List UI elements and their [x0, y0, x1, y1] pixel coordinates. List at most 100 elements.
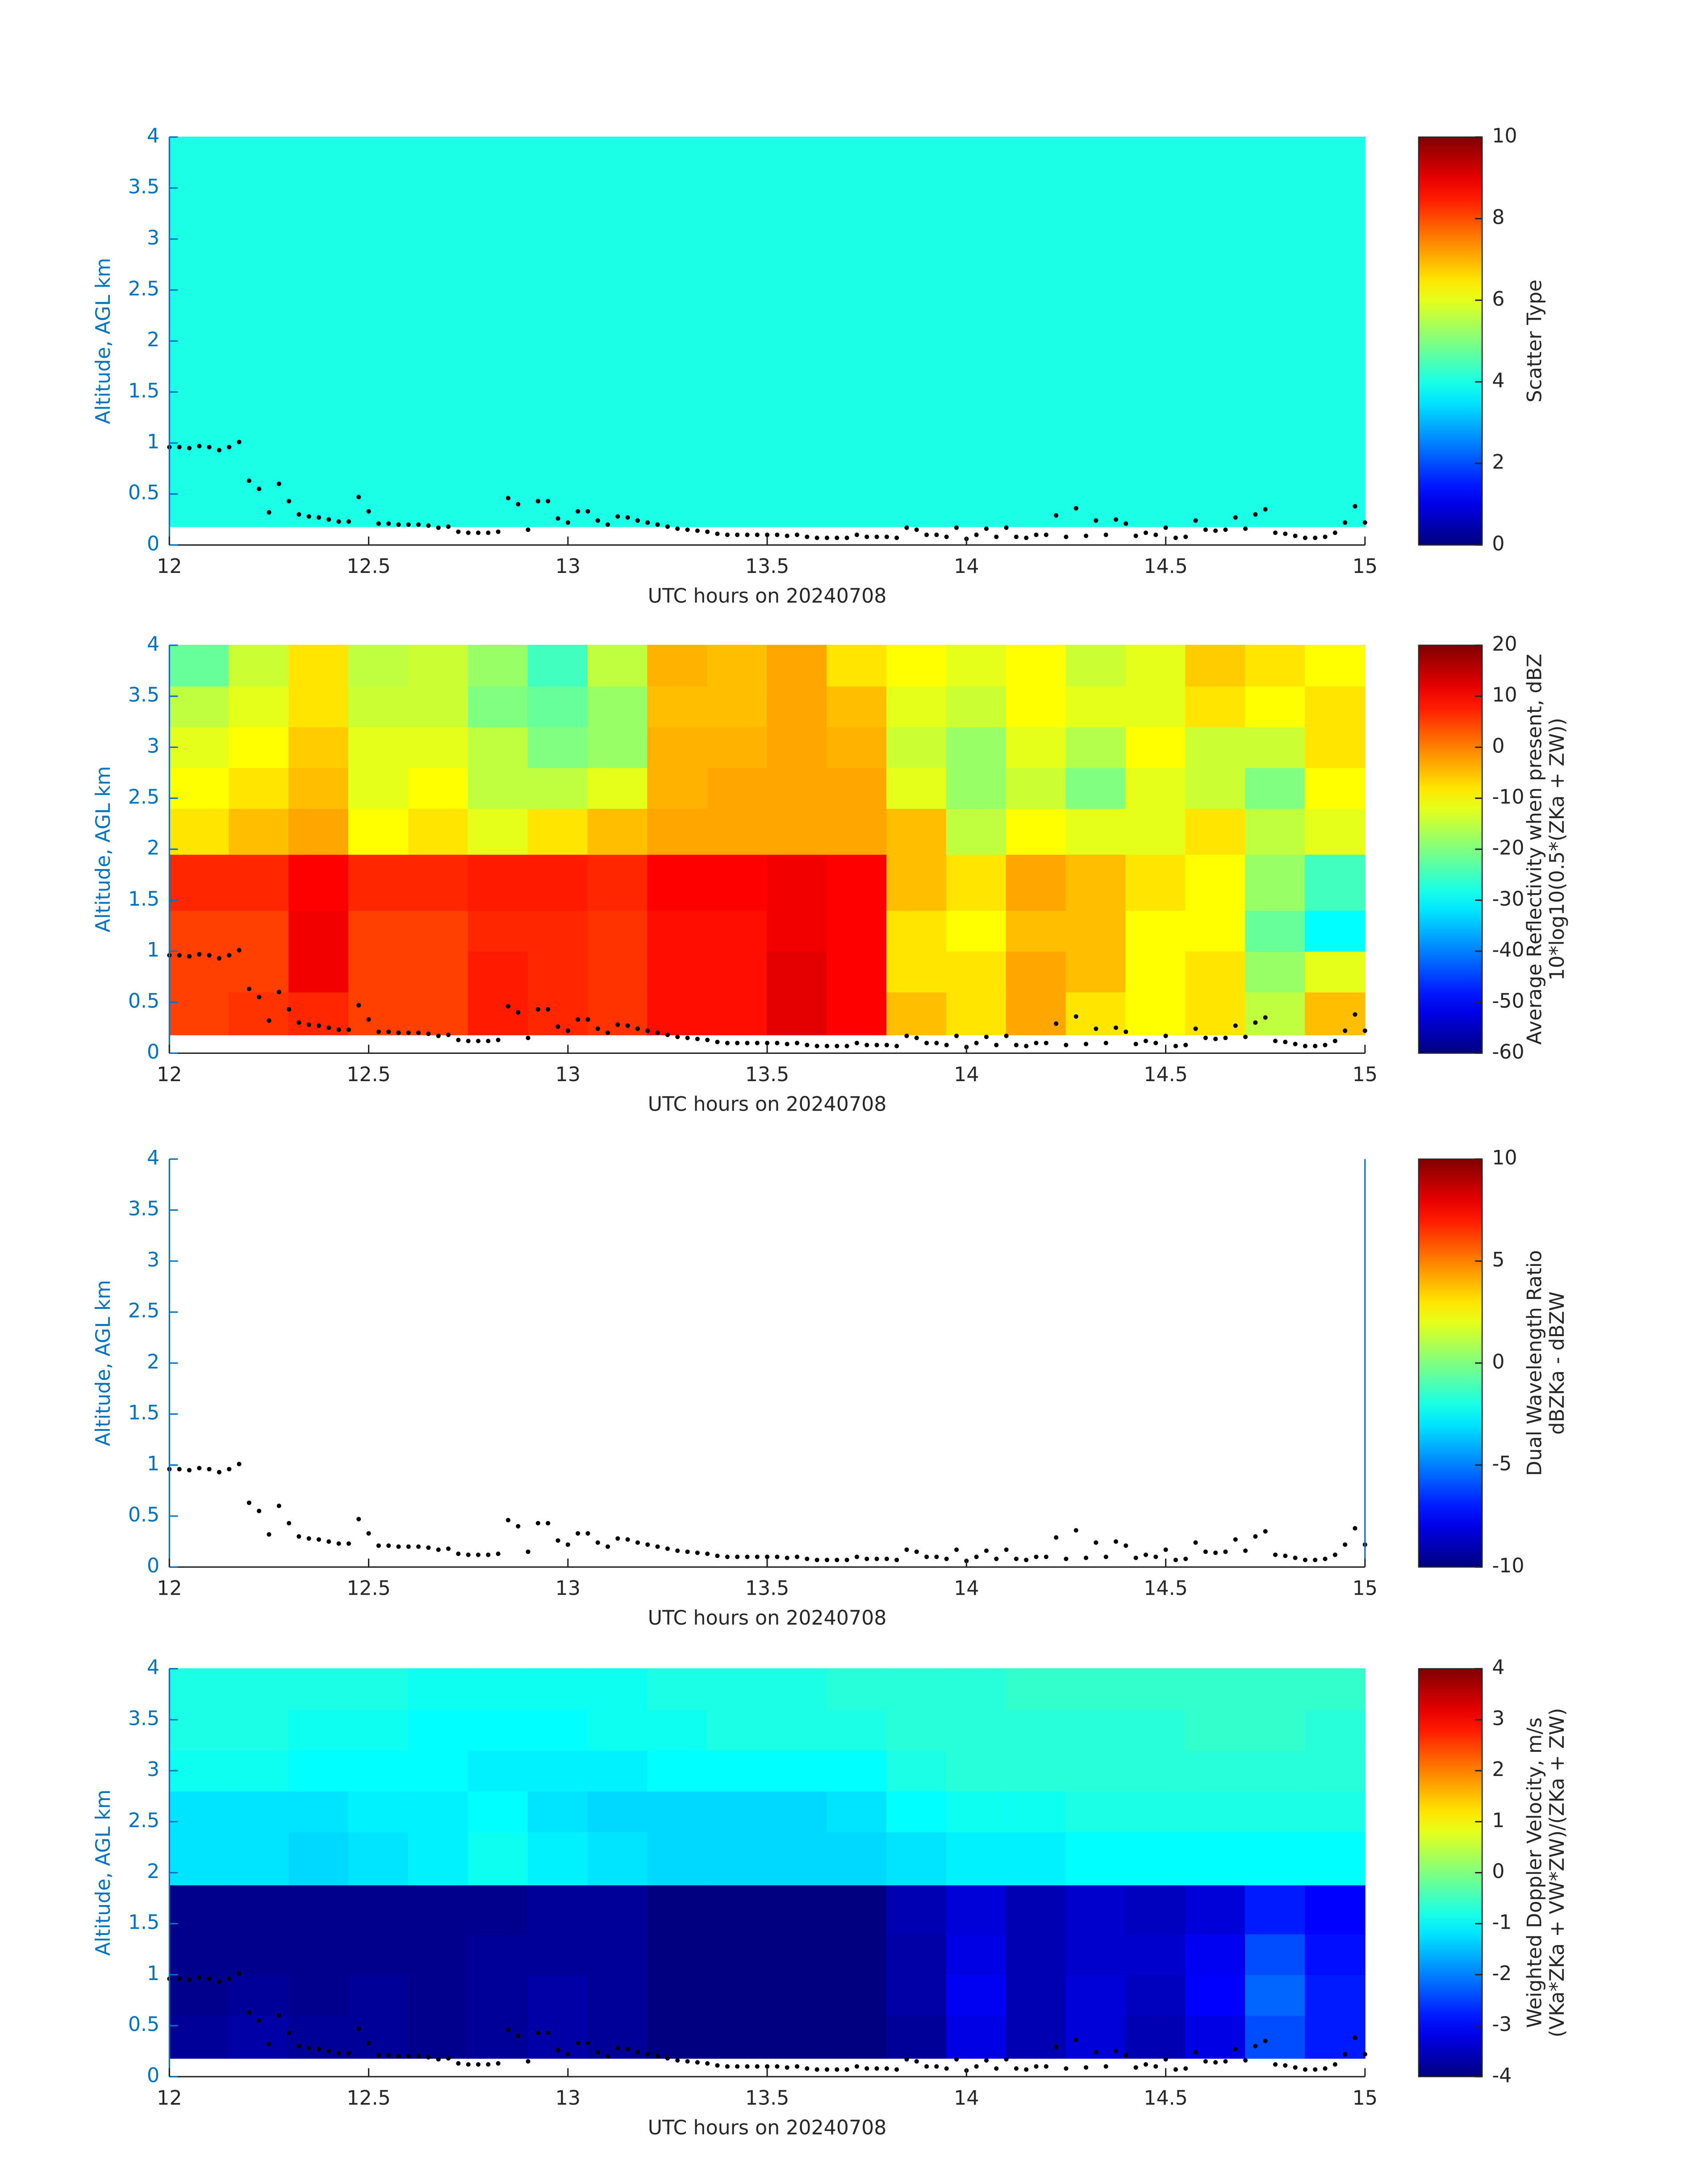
cloud-base-point	[1362, 520, 1367, 525]
cloud-base-point	[814, 1044, 819, 1049]
heatmap-cell	[1245, 1750, 1306, 1792]
heatmap-cell	[827, 644, 887, 687]
heatmap-cell	[229, 1884, 290, 1935]
heatmap-cell	[1185, 1668, 1246, 1710]
heatmap-cell	[886, 1974, 947, 2016]
x-tick-label: 12	[157, 1577, 182, 1600]
heatmap-cell	[587, 1790, 648, 1833]
x-tick-label: 14.5	[1144, 1063, 1188, 1086]
cloud-base-point	[1193, 518, 1198, 523]
heatmap-cell	[827, 1974, 887, 2016]
cloud-base-point	[1054, 1021, 1059, 1026]
cloud-base-point	[476, 2062, 481, 2067]
cloud-base-point	[246, 2010, 251, 2015]
cloud-base-point	[775, 532, 780, 537]
colorbar-tick-label: 4	[1492, 1656, 1504, 1679]
cloud-base-point	[237, 948, 242, 953]
heatmap-cell	[587, 854, 648, 911]
heatmap-cell	[946, 2015, 1007, 2059]
cloud-base-point	[954, 2057, 959, 2062]
heatmap-cell	[946, 991, 1007, 1036]
heatmap-cell	[886, 808, 947, 855]
heatmap-cell	[1065, 951, 1127, 993]
cloud-base-point	[755, 532, 760, 537]
cloud-base-point	[1064, 535, 1069, 539]
heatmap-cell	[1185, 1884, 1246, 1935]
heatmap-cell	[408, 1790, 469, 1833]
cloud-base-point	[336, 1541, 341, 1546]
cloud-base-point	[1223, 1549, 1228, 1554]
cloud-base-point	[675, 526, 680, 531]
cloud-base-point	[197, 1466, 202, 1471]
heatmap-cell	[348, 644, 409, 687]
heatmap-cell	[647, 685, 708, 727]
cloud-base-point	[735, 2064, 740, 2069]
colorbar-tick-label: 0	[1492, 1860, 1504, 1883]
heatmap-cell	[767, 1790, 827, 1833]
cloud-base-point	[934, 1554, 939, 1559]
cloud-base-point	[456, 2061, 461, 2066]
heatmap-cell	[408, 1750, 469, 1792]
cloud-base-point	[1004, 1547, 1009, 1552]
heatmap-cell	[827, 1668, 887, 1710]
cloud-base-point	[745, 1554, 750, 1559]
heatmap-cell	[647, 2015, 708, 2059]
heatmap-cell	[1245, 685, 1306, 727]
x-tick-label: 14.5	[1144, 555, 1188, 578]
heatmap-cell	[468, 767, 529, 809]
y-tick-label: 2	[147, 837, 159, 860]
cloud-base-point	[794, 2064, 800, 2069]
heatmap-cell	[288, 910, 349, 952]
heatmap-cell	[169, 644, 230, 687]
cloud-base-point	[615, 2046, 620, 2051]
heatmap-cell	[1065, 1750, 1127, 1792]
heatmap-cell	[886, 951, 947, 993]
cloud-base-point	[1054, 513, 1059, 518]
y-tick-label: 4	[147, 125, 159, 147]
heatmap-cell	[1006, 1750, 1067, 1792]
cloud-base-point	[595, 2050, 600, 2055]
cloud-base-point	[695, 1036, 700, 1041]
cloud-base-point	[436, 525, 441, 530]
heatmap-cell	[827, 767, 887, 809]
cloud-base-point	[535, 1521, 540, 1525]
cloud-base-point	[1133, 1041, 1138, 1046]
cloud-base-point	[705, 529, 710, 534]
cloud-base-point	[1343, 520, 1348, 525]
cloud-base-point	[287, 1007, 292, 1012]
x-tick-label: 13.5	[745, 1577, 789, 1600]
heatmap-cell	[288, 1668, 349, 1710]
heatmap-cell	[827, 1750, 887, 1792]
heatmap-cell	[348, 951, 409, 993]
cloud-base-point	[645, 1028, 650, 1033]
cloud-base-point	[665, 1546, 670, 1551]
x-tick-label: 13	[555, 1577, 580, 1600]
cloud-base-point	[227, 1976, 232, 1981]
cloud-base-point	[386, 1543, 391, 1548]
heatmap-cell	[408, 854, 469, 911]
cloud-base-point	[1123, 1543, 1128, 1548]
heatmap-cell	[767, 808, 827, 855]
cloud-base-point	[1113, 517, 1119, 522]
heatmap-cell	[946, 1974, 1007, 2016]
cloud-base-point	[894, 2067, 899, 2072]
cloud-base-point	[755, 2064, 760, 2069]
cloud-base-point	[1143, 1552, 1148, 1557]
heatmap-cell	[647, 1831, 708, 1885]
heatmap-cell	[707, 951, 768, 993]
cloud-base-point	[346, 1027, 351, 1032]
heatmap-cell	[1065, 1884, 1127, 1935]
heatmap-cell	[468, 1974, 529, 2016]
cloud-base-point	[745, 1040, 750, 1045]
cloud-base-point	[1283, 1553, 1288, 1559]
cloud-base-point	[1353, 2035, 1357, 2040]
heatmap-cell	[886, 726, 947, 768]
heatmap-cell	[1006, 1974, 1067, 2016]
colorbar-label: Weighted Doppler Velocity, m/s	[1523, 1717, 1546, 2028]
heatmap-cell	[707, 644, 768, 687]
heatmap-cell	[229, 767, 290, 809]
cloud-base-point	[486, 530, 491, 535]
colorbar-label: dBZKa - dBZW	[1546, 1291, 1569, 1435]
heatmap-cell	[1006, 1831, 1067, 1885]
heatmap-cell	[169, 2015, 230, 2059]
